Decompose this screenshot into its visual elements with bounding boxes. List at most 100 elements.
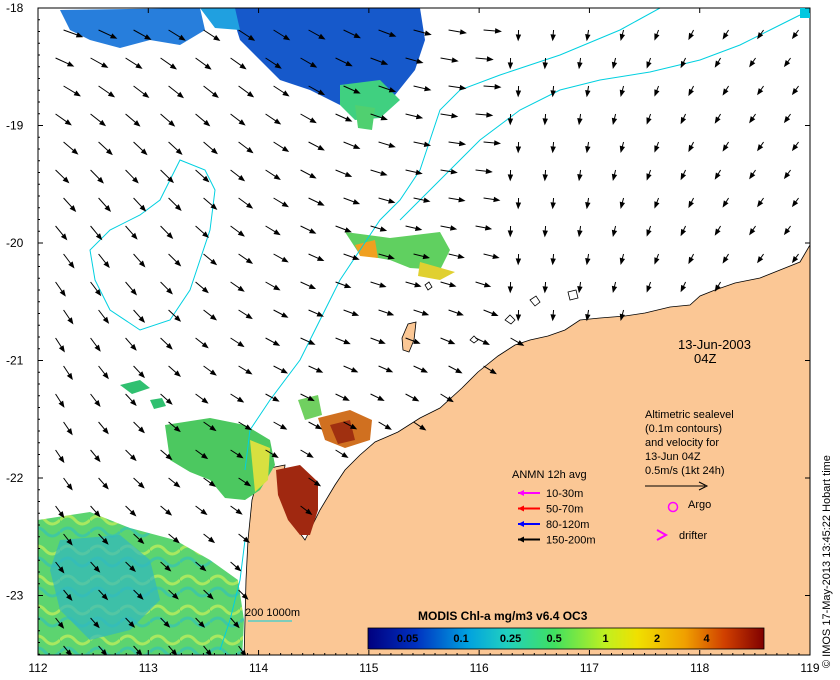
velocity-arrowhead xyxy=(211,91,219,98)
velocity-arrowhead xyxy=(483,282,492,288)
velocity-arrowhead xyxy=(238,119,246,126)
velocity-arrowhead xyxy=(577,118,583,126)
anmn-arrowhead xyxy=(518,505,524,512)
velocity-arrowhead xyxy=(688,32,694,41)
altimetry-line-1: Altimetric sealevel xyxy=(645,409,734,421)
velocity-arrowhead xyxy=(273,284,281,291)
velocity-arrowhead xyxy=(58,345,65,353)
velocity-arrowhead xyxy=(313,480,322,487)
velocity-arrowhead xyxy=(105,148,113,156)
velocity-arrowhead xyxy=(171,592,179,600)
velocity-arrowhead xyxy=(207,536,216,544)
colorbar-tick-label: 4 xyxy=(704,633,711,645)
velocity-arrowhead xyxy=(654,145,660,153)
velocity-arrowhead xyxy=(281,145,290,152)
velocity-arrowhead xyxy=(516,340,525,346)
velocity-arrowhead xyxy=(482,339,490,345)
velocity-arrowhead xyxy=(688,200,694,209)
velocity-arrowhead xyxy=(415,169,423,176)
velocity-arrowhead xyxy=(446,396,454,403)
date-label: 13-Jun-2003 xyxy=(678,337,751,352)
altimetry-line-4: 13-Jun 04Z xyxy=(645,451,701,463)
velocity-arrowhead xyxy=(131,232,138,240)
velocity-arrowhead xyxy=(309,172,317,179)
velocity-arrowhead xyxy=(791,144,799,152)
velocity-arrowhead xyxy=(206,592,214,600)
velocity-arrowhead xyxy=(688,88,694,97)
velocity-arrowhead xyxy=(315,423,323,430)
altimetry-line-5: 0.5m/s (1kt 24h) xyxy=(645,465,724,477)
velocity-arrowhead xyxy=(611,285,618,294)
velocity-arrowhead xyxy=(680,116,687,125)
altimetry-line-2: (0.1m contours) xyxy=(645,423,722,435)
velocity-arrowhead xyxy=(378,338,386,344)
velocity-arrowhead xyxy=(420,367,428,373)
velocity-arrowhead xyxy=(203,119,211,127)
velocity-arrowhead xyxy=(423,141,432,147)
velocity-arrowhead xyxy=(104,205,112,212)
velocity-arrowhead xyxy=(167,176,174,184)
velocity-arrowhead xyxy=(457,253,465,259)
velocity-arrowhead xyxy=(424,30,432,36)
velocity-arrowhead xyxy=(714,172,721,180)
velocity-arrowhead xyxy=(165,509,173,516)
lon-tick-label: 114 xyxy=(249,661,268,675)
velocity-arrowhead xyxy=(585,257,591,266)
anmn-item-label: 80-120m xyxy=(546,519,589,531)
velocity-arrowhead xyxy=(456,310,464,316)
velocity-arrowhead xyxy=(459,84,467,91)
velocity-arrowhead xyxy=(67,317,74,325)
velocity-arrowhead xyxy=(619,257,626,265)
latitude-axis: -18 -19 -20 -21 -22 -23 xyxy=(6,1,810,655)
velocity-arrowhead xyxy=(57,621,65,629)
velocity-arrowhead xyxy=(783,116,791,124)
velocity-arrowhead xyxy=(515,314,522,322)
anmn-item-label: 10-30m xyxy=(546,488,583,500)
velocity-arrowhead xyxy=(415,113,424,120)
velocity-arrowhead xyxy=(209,369,217,376)
velocity-arrowhead xyxy=(198,621,206,628)
velocity-arrowhead xyxy=(66,61,75,67)
colorbar-tick-label: 0.25 xyxy=(500,633,521,645)
velocity-arrowhead xyxy=(102,427,109,435)
velocity-arrowhead xyxy=(515,34,522,42)
velocity-arrowhead xyxy=(308,283,317,290)
anmn-item-label: 150-200m xyxy=(546,535,596,547)
velocity-arrowhead xyxy=(71,148,79,155)
velocity-arrowhead xyxy=(349,423,358,430)
velocity-arrowhead xyxy=(585,89,591,98)
velocity-arrowhead xyxy=(791,32,799,40)
velocity-arrowhead xyxy=(94,289,102,297)
velocity-arrowhead xyxy=(722,144,729,152)
velocity-arrowhead xyxy=(654,89,660,97)
colorbar: MODIS Chl-a mg/m3 v6.4 OC3 0.05 0.1 0.25 0.… xyxy=(367,609,765,650)
velocity-arrowhead xyxy=(515,258,522,266)
velocity-arrowhead xyxy=(138,371,145,379)
time-label: 04Z xyxy=(694,351,716,366)
velocity-arrowhead xyxy=(611,117,618,126)
velocity-arrowhead xyxy=(272,395,280,402)
velocity-arrowhead xyxy=(201,452,209,460)
velocity-arrowhead xyxy=(577,174,583,182)
velocity-arrowhead xyxy=(66,483,73,491)
sea-level-contours xyxy=(89,8,801,651)
velocity-arrowhead xyxy=(577,62,583,70)
credit-text: © IMOS 17-May-2013 13:45:22 Hobart time xyxy=(821,455,833,668)
velocity-arrowhead xyxy=(202,175,210,183)
altimetry-line-3: and velocity for xyxy=(645,437,719,449)
velocity-arrowhead xyxy=(486,112,494,118)
velocity-arrowhead xyxy=(279,423,288,430)
velocity-arrowhead xyxy=(97,176,104,184)
velocity-arrowhead xyxy=(201,397,209,404)
velocity-arrowhead xyxy=(309,117,317,124)
velocity-arrowhead xyxy=(164,564,172,572)
velocity-arrowhead xyxy=(542,118,548,126)
lat-tick-label: -23 xyxy=(6,589,24,603)
velocity-arrowhead xyxy=(654,257,660,265)
lat-tick-label: -20 xyxy=(6,236,24,250)
velocity-arrowhead xyxy=(176,91,184,99)
velocity-arrowhead xyxy=(419,424,427,431)
velocity-arrowhead xyxy=(281,256,289,263)
anmn-arrowhead xyxy=(518,521,524,527)
velocity-arrowhead xyxy=(94,455,101,463)
